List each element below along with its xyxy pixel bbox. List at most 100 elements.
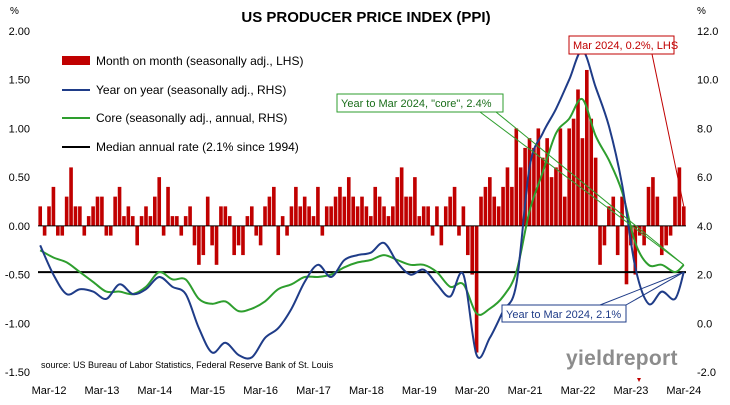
bar-mom: [391, 206, 395, 226]
bar-mom: [571, 118, 576, 226]
bar-mom: [280, 216, 285, 226]
bar-mom: [285, 225, 289, 236]
left-tick-label: 1.00: [9, 123, 30, 135]
right-tick-label: 8.0: [697, 123, 712, 135]
bar-mom: [73, 206, 78, 226]
x-tick-label: Mar-12: [32, 385, 67, 397]
bar-mom: [298, 206, 303, 226]
bar-mom: [91, 206, 95, 226]
bar-mom: [369, 216, 373, 226]
right-tick-label: -2.0: [697, 367, 716, 379]
bar-mom: [263, 206, 267, 226]
bar-mom: [241, 225, 245, 256]
bar-mom: [60, 225, 65, 236]
bar-mom: [567, 128, 571, 226]
bar-mom: [404, 196, 408, 226]
bar-mom: [435, 206, 439, 226]
bar-mom: [205, 196, 210, 226]
bar-mom: [294, 186, 298, 226]
svg-text:yieldreport: yieldreport: [566, 347, 678, 370]
bar-mom: [100, 196, 104, 226]
bar-mom: [42, 225, 47, 236]
bar-mom: [219, 206, 223, 226]
bar-mom: [64, 196, 69, 226]
bar-mom: [179, 225, 184, 236]
left-tick-label: -1.50: [5, 367, 30, 379]
bar-mom: [232, 225, 236, 256]
x-axis: Mar-12 Mar-13 Mar-14 Mar-15 Mar-16 Mar-17 Mar-…: [32, 385, 702, 397]
bar-mom: [139, 216, 144, 226]
bar-mom: [562, 196, 567, 226]
annotation-yoy: Year to Mar 2024, 2.1%: [506, 309, 621, 321]
bar-mom: [351, 196, 355, 226]
bar-mom: [677, 167, 682, 226]
bar-mom: [386, 216, 391, 226]
annotation-leader-core: [495, 111, 685, 266]
bar-mom: [183, 216, 188, 226]
bar-mom: [523, 147, 527, 226]
bar-mom: [272, 186, 276, 226]
bar-mom: [254, 225, 259, 236]
bar-mom: [448, 196, 452, 226]
bar-mom: [302, 196, 307, 226]
bar-mom: [276, 225, 281, 256]
x-tick-label: Mar-19: [402, 385, 437, 397]
current-marker-icon: [637, 378, 641, 382]
bar-mom: [236, 225, 241, 246]
bar-mom: [69, 167, 73, 226]
bar-mom: [501, 186, 505, 226]
bar-mom: [426, 206, 430, 226]
bar-mom: [324, 206, 329, 226]
bar-mom: [108, 225, 113, 236]
bar-mom: [576, 89, 580, 226]
right-tick-label: 2.0: [697, 270, 712, 282]
bar-mom: [659, 225, 664, 256]
bar-mom: [510, 186, 514, 226]
left-tick-label: 1.50: [9, 75, 30, 87]
bar-mom: [329, 206, 333, 226]
annotation-box-core: [336, 93, 504, 113]
bar-mom: [488, 177, 492, 226]
bar-mom: [602, 225, 607, 246]
bar-mom: [95, 196, 100, 226]
annotation-leader-mom: [651, 53, 685, 207]
annotations: Mar 2024, 0.2%, LHS Year to Mar 2024, "c…: [336, 35, 685, 323]
bar-mom: [452, 186, 457, 226]
left-axis: -1.50 -1.00 -0.50 0.00 0.50 1.00 1.50 2.00: [5, 26, 30, 379]
bar-mom: [364, 206, 369, 226]
bar-mom: [245, 216, 250, 226]
source-note: source: US Bureau of Labor Statistics, F…: [41, 360, 334, 370]
bar-mom: [316, 186, 320, 226]
x-tick-label: Mar-13: [84, 385, 119, 397]
bar-mom: [258, 225, 263, 246]
bar-mom: [161, 225, 166, 236]
bar-mom: [117, 186, 122, 226]
bar-mom: [135, 225, 139, 246]
legend-label-core: Core (seasonally adj., annual, RHS): [96, 111, 287, 125]
bar-mom: [470, 225, 475, 275]
legend-label-median: Median annual rate (2.1% since 1994): [96, 140, 299, 154]
bar-mom: [223, 206, 228, 226]
right-tick-label: 0.0: [697, 318, 712, 330]
legend: Month on month (seasonally adj., LHS) Ye…: [62, 54, 303, 154]
bar-mom: [505, 167, 510, 226]
bar-mom: [651, 177, 655, 226]
bar-mom: [104, 225, 109, 236]
bar-mom: [611, 196, 616, 226]
bar-mom: [382, 206, 386, 226]
bar-mom: [443, 206, 448, 226]
bar-mom: [148, 216, 153, 226]
bar-mom: [82, 225, 87, 236]
bar-mom: [624, 225, 629, 285]
bar-mom: [527, 138, 532, 226]
bar-mom: [113, 196, 117, 226]
bar-mom: [514, 128, 519, 226]
bar-mom: [518, 167, 523, 226]
bar-mom: [479, 196, 483, 226]
annotation-box-yoy: [501, 304, 627, 323]
annotation-leaders-yoy: [599, 271, 685, 306]
bar-mom: [483, 186, 488, 226]
bar-mom: [465, 225, 470, 256]
legend-label-yoy: Year on year (seasonally adj., RHS): [96, 83, 286, 97]
